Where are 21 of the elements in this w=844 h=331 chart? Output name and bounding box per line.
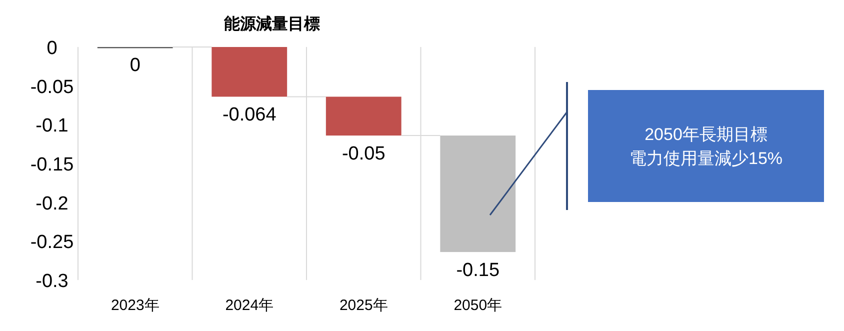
text: 2050年長期目標 bbox=[644, 125, 768, 144]
y-tick-label: -0.25 bbox=[30, 232, 74, 254]
data-label: -0.064 bbox=[222, 104, 277, 126]
bar bbox=[440, 136, 516, 252]
data-label: -0.15 bbox=[456, 260, 500, 282]
y-tick-label: -0.1 bbox=[36, 116, 68, 137]
y-tick-label: -0.2 bbox=[36, 193, 68, 214]
y-tick-label: -0.15 bbox=[30, 154, 74, 176]
chart-title: 能源減量目標 bbox=[224, 15, 320, 33]
x-tick-label: 2050年 bbox=[454, 297, 502, 314]
y-tick-label: -0.05 bbox=[30, 76, 74, 98]
text: 電力使用量減少15% bbox=[629, 149, 783, 168]
y-tick-label: 0 bbox=[46, 38, 58, 59]
data-label: -0.05 bbox=[342, 144, 386, 165]
x-tick-label: 2024年 bbox=[225, 297, 274, 314]
y-tick-label: -0.3 bbox=[36, 271, 68, 292]
data-label: 0 bbox=[130, 55, 140, 76]
bar bbox=[326, 96, 402, 136]
bar bbox=[212, 47, 288, 97]
x-tick-label: 2023年 bbox=[110, 297, 160, 314]
x-tick-label: 2025年 bbox=[339, 297, 388, 314]
